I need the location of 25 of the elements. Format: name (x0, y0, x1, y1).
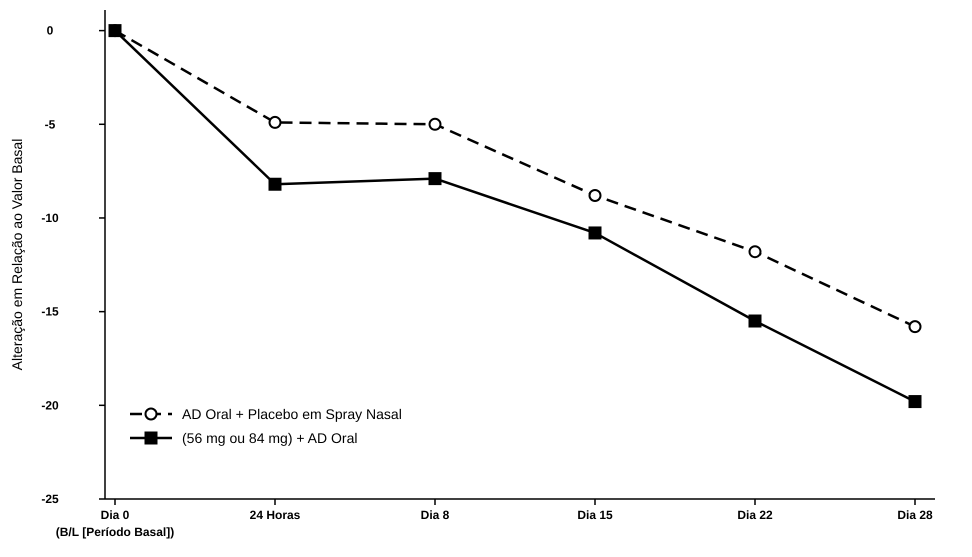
point (268, 178, 282, 191)
point (268, 116, 282, 129)
y-tick-label: -20 (41, 398, 59, 412)
point (908, 320, 922, 334)
point (748, 314, 762, 328)
point (908, 395, 922, 408)
x-tick-label: Dia 8 (420, 508, 450, 522)
point (428, 172, 442, 186)
point (428, 118, 442, 131)
y-tick-label: -15 (41, 304, 59, 319)
y-tick-label: -5 (44, 117, 56, 132)
point (748, 245, 762, 258)
point (588, 188, 602, 202)
x-tick-label: Dia 22 (737, 508, 773, 522)
x-tick-label: Dia 28 (897, 508, 933, 522)
x-tick-label: Dia 15 (577, 508, 613, 522)
point (588, 226, 602, 240)
y-axis-title: Alteração em Relação ao Valor Basal (9, 138, 25, 370)
y-tick-label: -25 (41, 492, 59, 506)
x-tick-label: 24 Horas (250, 508, 301, 522)
y-tick-label: -10 (41, 210, 59, 225)
legend-label: (56 mg ou 84 mg) + AD Oral (182, 430, 358, 446)
y-tick-label: 0 (46, 24, 54, 38)
legend-label: AD Oral + Placebo em Spray Nasal (182, 406, 402, 422)
x-tick-label: Dia 0 (B/L [Período Basal]) (56, 508, 174, 539)
